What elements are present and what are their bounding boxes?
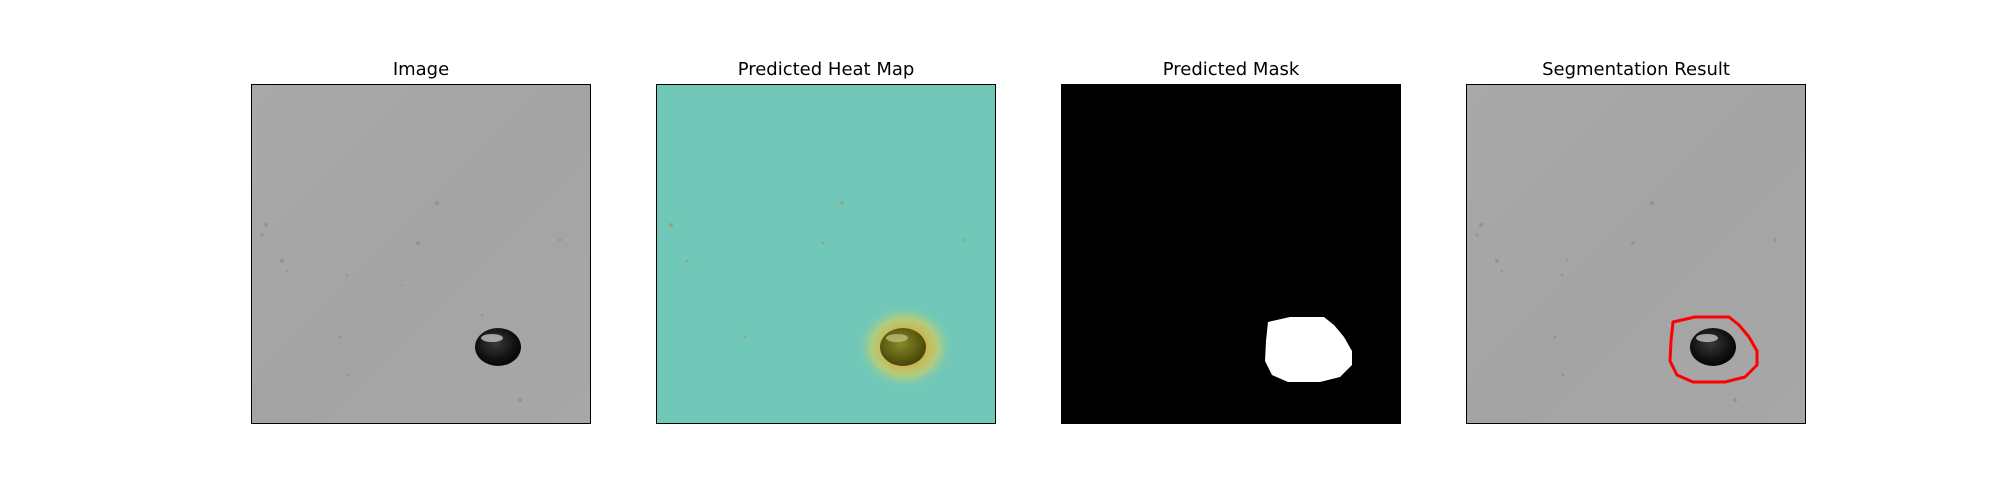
heatmap-specks — [669, 201, 967, 339]
mask-blob — [1265, 317, 1352, 382]
heatmap-canvas — [657, 85, 995, 423]
mask-image — [1061, 84, 1401, 424]
segmentation-specks — [1475, 201, 1777, 402]
original-image — [251, 84, 591, 424]
surface-specks — [260, 201, 562, 402]
segmentation-image — [1466, 84, 1806, 424]
mask-background — [1062, 85, 1400, 423]
droplet-highlight — [481, 334, 503, 342]
surface-background — [252, 85, 590, 423]
segmentation-canvas — [1467, 85, 1805, 423]
segmentation-contour — [1668, 315, 1759, 384]
heatmap-droplet-highlight — [886, 334, 908, 342]
panel-title-image: Image — [392, 59, 450, 80]
heatmap-background — [657, 85, 995, 423]
panel-title-mask: Predicted Mask — [1162, 59, 1300, 80]
segmentation-droplet-highlight — [1696, 334, 1718, 342]
panel-title-heatmap: Predicted Heat Map — [737, 59, 915, 80]
mask-panel: Predicted Mask — [1061, 0, 1401, 500]
original-image-canvas — [252, 85, 590, 423]
segmentation-droplet — [1690, 328, 1736, 366]
image-panel: Image — [251, 0, 591, 500]
heatmap-droplet — [880, 328, 926, 366]
segmentation-background — [1467, 85, 1805, 423]
heatmap-image — [656, 84, 996, 424]
heatmap-panel: Predicted Heat Map — [656, 0, 996, 500]
panel-title-segmentation: Segmentation Result — [1542, 59, 1730, 80]
segmentation-panel: Segmentation Result — [1466, 0, 1806, 500]
mask-canvas — [1062, 85, 1400, 423]
droplet — [475, 328, 521, 366]
